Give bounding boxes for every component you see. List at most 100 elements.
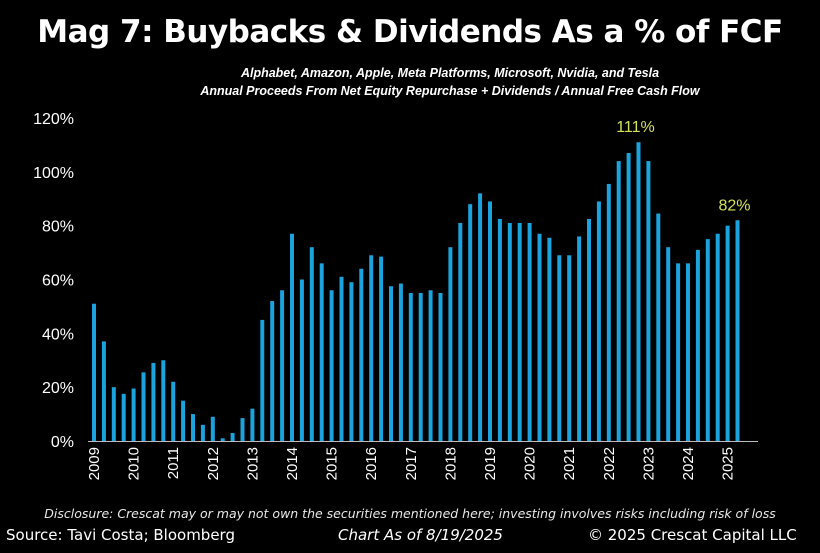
bar <box>359 268 364 441</box>
bar <box>369 255 374 441</box>
bar <box>92 303 96 441</box>
bar <box>458 222 463 441</box>
x-tick-label: 2019 <box>482 447 499 480</box>
y-tick-label: 20% <box>42 380 74 397</box>
x-tick-label: 2009 <box>86 447 103 480</box>
disclosure-text: Disclosure: Crescat may or may not own t… <box>44 506 776 521</box>
bar <box>280 290 285 441</box>
bar <box>567 255 572 441</box>
bar <box>408 292 413 441</box>
x-tick-label: 2020 <box>522 447 539 480</box>
y-tick-label: 100% <box>33 165 74 182</box>
bar <box>596 201 601 441</box>
bar <box>151 362 156 441</box>
bar <box>636 142 641 441</box>
bar <box>686 263 690 441</box>
x-tick-label: 2010 <box>126 447 143 480</box>
bar <box>448 247 453 441</box>
bar <box>725 225 730 441</box>
x-tick-label: 2023 <box>640 447 657 480</box>
bar <box>111 387 116 441</box>
y-tick-label: 60% <box>42 273 74 290</box>
bar <box>705 239 710 441</box>
bar <box>695 249 700 441</box>
bar <box>349 282 354 441</box>
bar <box>141 372 146 441</box>
x-tick-label: 2014 <box>284 447 301 480</box>
bar <box>181 400 186 441</box>
bar <box>537 233 542 441</box>
bar <box>418 292 423 441</box>
chart-subtitle-companies: Alphabet, Amazon, Apple, Meta Platforms,… <box>240 66 660 80</box>
bar <box>101 341 106 441</box>
bar <box>468 204 473 441</box>
bar <box>656 213 661 441</box>
x-tick-label: 2011 <box>165 447 182 479</box>
chart-title: Mag 7: Buybacks & Dividends As a % of FC… <box>37 14 783 50</box>
bar <box>676 263 681 441</box>
x-tick-label: 2013 <box>244 447 261 480</box>
bar <box>517 222 522 441</box>
x-tick-label: 2012 <box>205 447 222 480</box>
bar <box>507 222 512 441</box>
bar <box>398 283 403 441</box>
x-tick-label: 2017 <box>403 447 420 480</box>
bar <box>497 218 502 441</box>
bar <box>121 393 126 441</box>
y-tick-label: 40% <box>42 326 74 343</box>
bar <box>715 233 720 441</box>
bar <box>527 222 532 441</box>
bar <box>339 276 344 441</box>
bar <box>131 388 136 441</box>
x-tick-label: 2021 <box>561 447 578 480</box>
x-tick-label: 2016 <box>363 447 380 480</box>
bar <box>290 233 294 441</box>
bar <box>557 255 562 441</box>
bar <box>161 360 166 441</box>
x-tick-label: 2022 <box>601 447 618 480</box>
bar <box>577 236 582 441</box>
bar <box>666 247 671 441</box>
bar <box>428 290 433 441</box>
bar <box>616 161 621 442</box>
chart-date-text: Chart As of 8/19/2025 <box>338 526 503 544</box>
data-label: 82% <box>718 197 750 214</box>
copyright-text: © 2025 Crescat Capital LLC <box>588 526 797 544</box>
bar <box>379 256 384 441</box>
x-tick-label: 2024 <box>680 447 697 480</box>
bar <box>329 290 334 441</box>
x-tick-label: 2025 <box>720 447 737 480</box>
bar <box>735 220 740 441</box>
bar <box>171 381 176 441</box>
bar-chart: 0% 20% 40% 60% 80% 100% 120% 2009 2010 2011 2012 20… <box>33 111 758 480</box>
chart-subtitle-definition: Annual Proceeds From Net Equity Repurcha… <box>200 84 700 98</box>
bar <box>210 416 215 441</box>
bar <box>488 201 492 441</box>
source-text: Source: Tavi Costa; Bloomberg <box>6 526 235 544</box>
bar <box>319 263 324 441</box>
x-tick-label: 2015 <box>324 447 341 480</box>
y-tick-label: 0% <box>51 434 74 451</box>
bar <box>240 418 245 441</box>
bar <box>220 438 225 441</box>
bar <box>547 237 552 441</box>
bar <box>309 247 314 441</box>
x-tick-label: 2018 <box>442 447 459 480</box>
bar <box>438 292 443 441</box>
bar <box>606 183 611 441</box>
bar <box>587 218 591 441</box>
bar <box>626 152 631 441</box>
bar <box>389 286 393 441</box>
bar <box>200 424 205 441</box>
bar <box>270 301 275 441</box>
bar <box>191 414 195 441</box>
bar <box>260 319 265 441</box>
bar <box>250 408 255 441</box>
data-label: 111% <box>616 119 655 136</box>
y-tick-label: 120% <box>33 111 74 128</box>
y-tick-label: 80% <box>42 219 74 236</box>
bar <box>230 432 235 441</box>
bar <box>299 279 304 441</box>
bar <box>646 161 651 442</box>
bar <box>478 193 483 441</box>
